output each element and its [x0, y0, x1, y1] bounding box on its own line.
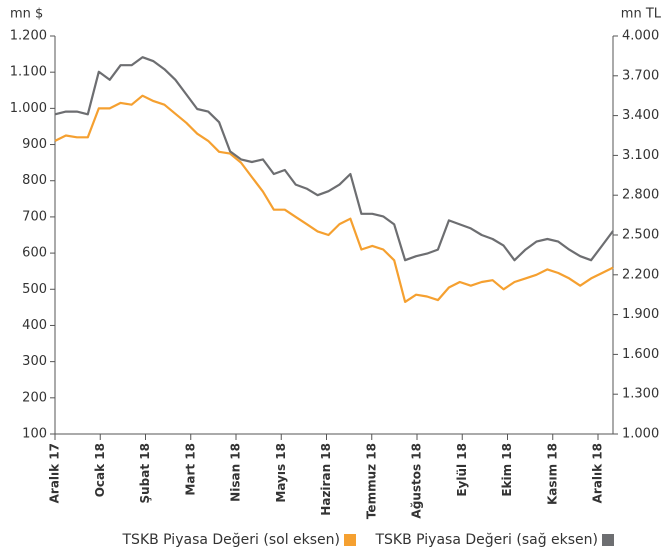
- x-tick-label: Nisan 18: [229, 443, 243, 502]
- x-tick-label: Eylül 18: [455, 443, 469, 497]
- y2-tick-label: 4.000: [622, 29, 659, 44]
- y-unit-label: mn $: [10, 7, 43, 22]
- x-tick-label: Kasım 18: [545, 443, 559, 505]
- y2-tick-label: 1.300: [622, 387, 659, 402]
- x-tick-label: Ağustos 18: [410, 443, 424, 519]
- y-tick-label: 400: [22, 318, 47, 333]
- y-tick-label: 500: [22, 282, 47, 297]
- y2-tick-label: 3.100: [622, 148, 659, 163]
- x-tick-label: Mart 18: [183, 443, 197, 496]
- y-tick-label: 900: [22, 137, 47, 152]
- series-line: [54, 94, 614, 303]
- y2-tick-label: 3.700: [622, 68, 659, 83]
- y2-tick-label: 2.200: [622, 267, 659, 282]
- y2-tick-label: 2.500: [622, 228, 659, 243]
- x-tick-label: Aralık 18: [591, 443, 605, 503]
- x-tick-label: Ekim 18: [500, 443, 514, 497]
- x-tick-label: Haziran 18: [319, 443, 333, 516]
- y2-unit-label: mn TL: [621, 7, 662, 22]
- y-tick-label: 1.100: [10, 65, 47, 80]
- y-tick-label: 100: [22, 427, 47, 442]
- y-tick-label: 800: [22, 173, 47, 188]
- x-tick-label: Şubat 18: [138, 443, 152, 504]
- y-tick-label: 200: [22, 390, 47, 405]
- legend-swatch: [344, 534, 356, 546]
- y-tick-label: 300: [22, 354, 47, 369]
- y2-tick-label: 1.600: [622, 347, 659, 362]
- y-tick-label: 700: [22, 209, 47, 224]
- series-line: [54, 56, 614, 262]
- x-tick-label: Mayıs 18: [274, 443, 288, 503]
- y2-tick-label: 1.900: [622, 307, 659, 322]
- legend-label: TSKB Piyasa Değeri (sol eksen): [122, 532, 341, 548]
- legend-swatch: [602, 534, 614, 546]
- y-tick-label: 1.000: [10, 101, 47, 116]
- legend-label: TSKB Piyasa Değeri (sağ eksen): [374, 532, 598, 548]
- y-tick-label: 1.200: [10, 29, 47, 44]
- y-tick-label: 600: [22, 246, 47, 261]
- x-tick-label: Aralık 17: [48, 443, 62, 503]
- x-tick-label: Temmuz 18: [364, 443, 378, 519]
- y2-tick-label: 3.400: [622, 108, 659, 123]
- y2-tick-label: 1.000: [622, 427, 659, 442]
- x-tick-label: Ocak 18: [93, 443, 107, 497]
- y2-tick-label: 2.800: [622, 188, 659, 203]
